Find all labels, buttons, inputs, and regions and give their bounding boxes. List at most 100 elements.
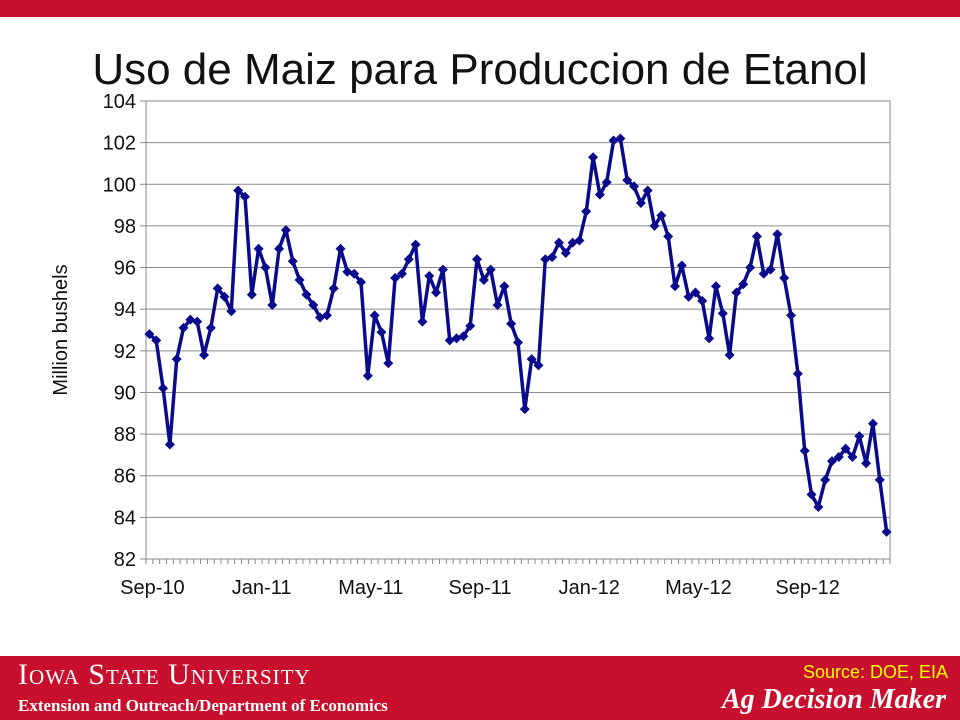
data-point-103 bbox=[847, 451, 858, 462]
data-point-106 bbox=[867, 418, 878, 429]
data-point-58 bbox=[540, 254, 551, 265]
x-tick-label-Sep-12: Sep-12 bbox=[775, 577, 840, 599]
data-point-78 bbox=[676, 260, 687, 271]
data-point-81 bbox=[697, 295, 708, 306]
data-point-5 bbox=[178, 322, 189, 333]
top-accent-bar bbox=[0, 0, 960, 17]
data-point-85 bbox=[724, 349, 735, 360]
data-point-57 bbox=[533, 360, 544, 371]
data-point-24 bbox=[308, 300, 319, 311]
y-tick-label-102: 102 bbox=[103, 133, 136, 155]
x-tick-label-Jan-11: Jan-11 bbox=[232, 577, 292, 599]
y-tick-label-92: 92 bbox=[114, 341, 136, 363]
data-point-91 bbox=[765, 264, 776, 275]
data-point-73 bbox=[642, 185, 653, 196]
data-point-69 bbox=[615, 133, 626, 144]
data-point-95 bbox=[792, 368, 803, 379]
y-tick-label-96: 96 bbox=[114, 258, 136, 280]
data-point-93 bbox=[779, 272, 790, 283]
data-point-39 bbox=[410, 239, 421, 250]
data-point-59 bbox=[547, 252, 558, 263]
data-point-55 bbox=[519, 404, 530, 415]
data-point-97 bbox=[806, 489, 817, 500]
chart-grid bbox=[146, 100, 890, 560]
data-point-99 bbox=[820, 474, 831, 485]
data-point-108 bbox=[881, 526, 892, 537]
series-line bbox=[148, 136, 889, 533]
y-tick-label-94: 94 bbox=[114, 299, 136, 321]
data-point-53 bbox=[506, 318, 517, 329]
data-point-71 bbox=[629, 181, 640, 192]
data-point-87 bbox=[738, 279, 749, 290]
data-point-101 bbox=[833, 451, 844, 462]
data-point-40 bbox=[417, 316, 428, 327]
data-point-86 bbox=[731, 287, 742, 298]
data-point-43 bbox=[437, 264, 448, 275]
data-point-37 bbox=[396, 268, 407, 279]
data-point-100 bbox=[826, 456, 837, 467]
data-point-3 bbox=[164, 439, 175, 450]
data-point-89 bbox=[751, 231, 762, 242]
y-axis: 82 84 86 88 90 92 94 96 98 100 102 104 bbox=[103, 91, 146, 571]
data-point-4 bbox=[171, 354, 182, 365]
y-tick-label-88: 88 bbox=[114, 424, 136, 446]
data-point-30 bbox=[349, 268, 360, 279]
data-point-84 bbox=[717, 308, 728, 319]
data-point-11 bbox=[219, 291, 230, 302]
data-point-0 bbox=[144, 329, 155, 340]
data-point-23 bbox=[301, 289, 312, 300]
data-point-104 bbox=[854, 431, 865, 442]
data-point-42 bbox=[431, 287, 442, 298]
data-point-50 bbox=[485, 264, 496, 275]
y-tick-label-104: 104 bbox=[103, 91, 136, 113]
department-name: Extension and Outreach/Department of Eco… bbox=[18, 696, 388, 715]
data-point-75 bbox=[656, 210, 667, 221]
data-point-76 bbox=[663, 231, 674, 242]
x-tick-label-Jan-12: Jan-12 bbox=[559, 577, 620, 599]
y-tick-label-90: 90 bbox=[114, 382, 136, 404]
data-point-92 bbox=[772, 229, 783, 240]
data-point-27 bbox=[328, 283, 339, 294]
data-point-105 bbox=[861, 458, 872, 469]
data-point-34 bbox=[376, 327, 387, 338]
data-point-20 bbox=[280, 225, 291, 236]
data-point-19 bbox=[274, 243, 285, 254]
data-point-49 bbox=[478, 275, 489, 286]
data-point-72 bbox=[635, 198, 646, 209]
data-point-38 bbox=[403, 254, 414, 265]
data-point-88 bbox=[745, 262, 756, 273]
x-tick-label-May-11: May-11 bbox=[338, 577, 403, 599]
footer-bar: Iowa State University Extension and Outr… bbox=[0, 656, 960, 720]
data-point-61 bbox=[560, 247, 571, 258]
data-point-7 bbox=[192, 316, 203, 327]
data-point-102 bbox=[840, 443, 851, 454]
data-point-9 bbox=[205, 322, 216, 333]
data-point-2 bbox=[158, 383, 169, 394]
slide-title: Uso de Maiz para Produccion de Etanol bbox=[92, 45, 868, 94]
data-point-82 bbox=[704, 333, 715, 344]
y-tick-label-98: 98 bbox=[114, 216, 136, 238]
data-point-56 bbox=[526, 354, 537, 365]
data-point-14 bbox=[239, 191, 250, 202]
data-point-79 bbox=[683, 291, 694, 302]
data-point-83 bbox=[710, 281, 721, 292]
data-point-46 bbox=[458, 331, 469, 342]
data-point-66 bbox=[594, 189, 605, 200]
data-point-60 bbox=[553, 237, 564, 248]
data-point-98 bbox=[813, 501, 824, 512]
data-point-17 bbox=[260, 262, 271, 273]
data-point-1 bbox=[151, 335, 162, 346]
data-point-35 bbox=[383, 358, 394, 369]
source-note: Source: DOE, EIA bbox=[802, 662, 948, 682]
data-point-33 bbox=[369, 310, 380, 321]
data-point-51 bbox=[492, 300, 503, 311]
y-tick-label-82: 82 bbox=[114, 549, 136, 571]
data-point-63 bbox=[574, 235, 585, 246]
x-tick-label-May-12: May-12 bbox=[665, 577, 732, 599]
data-point-54 bbox=[513, 337, 523, 348]
data-point-22 bbox=[294, 275, 305, 286]
university-name: Iowa State University bbox=[18, 658, 311, 691]
data-point-36 bbox=[390, 272, 401, 283]
data-point-18 bbox=[267, 300, 278, 311]
